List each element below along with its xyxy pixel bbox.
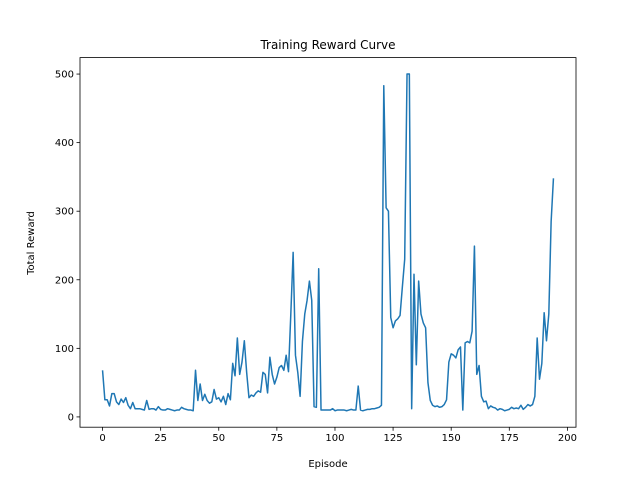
plot-frame [79,57,577,428]
x-tick-label: 200 [558,433,577,444]
x-tick-label: 150 [442,433,461,444]
y-tick-label: 0 [68,412,74,423]
x-tick-label: 0 [99,433,105,444]
x-tick-label: 25 [154,433,167,444]
y-tick-label: 100 [55,344,74,355]
y-tick-label: 500 [55,70,74,81]
x-tick-label: 75 [270,433,283,444]
reward-line [101,73,555,412]
y-tick-label: 300 [55,207,74,218]
x-tick-label: 175 [500,433,519,444]
y-tick-label: 400 [55,138,74,149]
x-tick-label: 125 [384,433,403,444]
x-axis-label: Episode [308,459,347,470]
x-tick-label: 100 [325,433,344,444]
x-tick-label: 50 [212,433,225,444]
y-axis-label: Total Reward [26,211,37,276]
chart-title: Training Reward Curve [259,38,395,52]
y-tick-label: 200 [55,275,74,286]
